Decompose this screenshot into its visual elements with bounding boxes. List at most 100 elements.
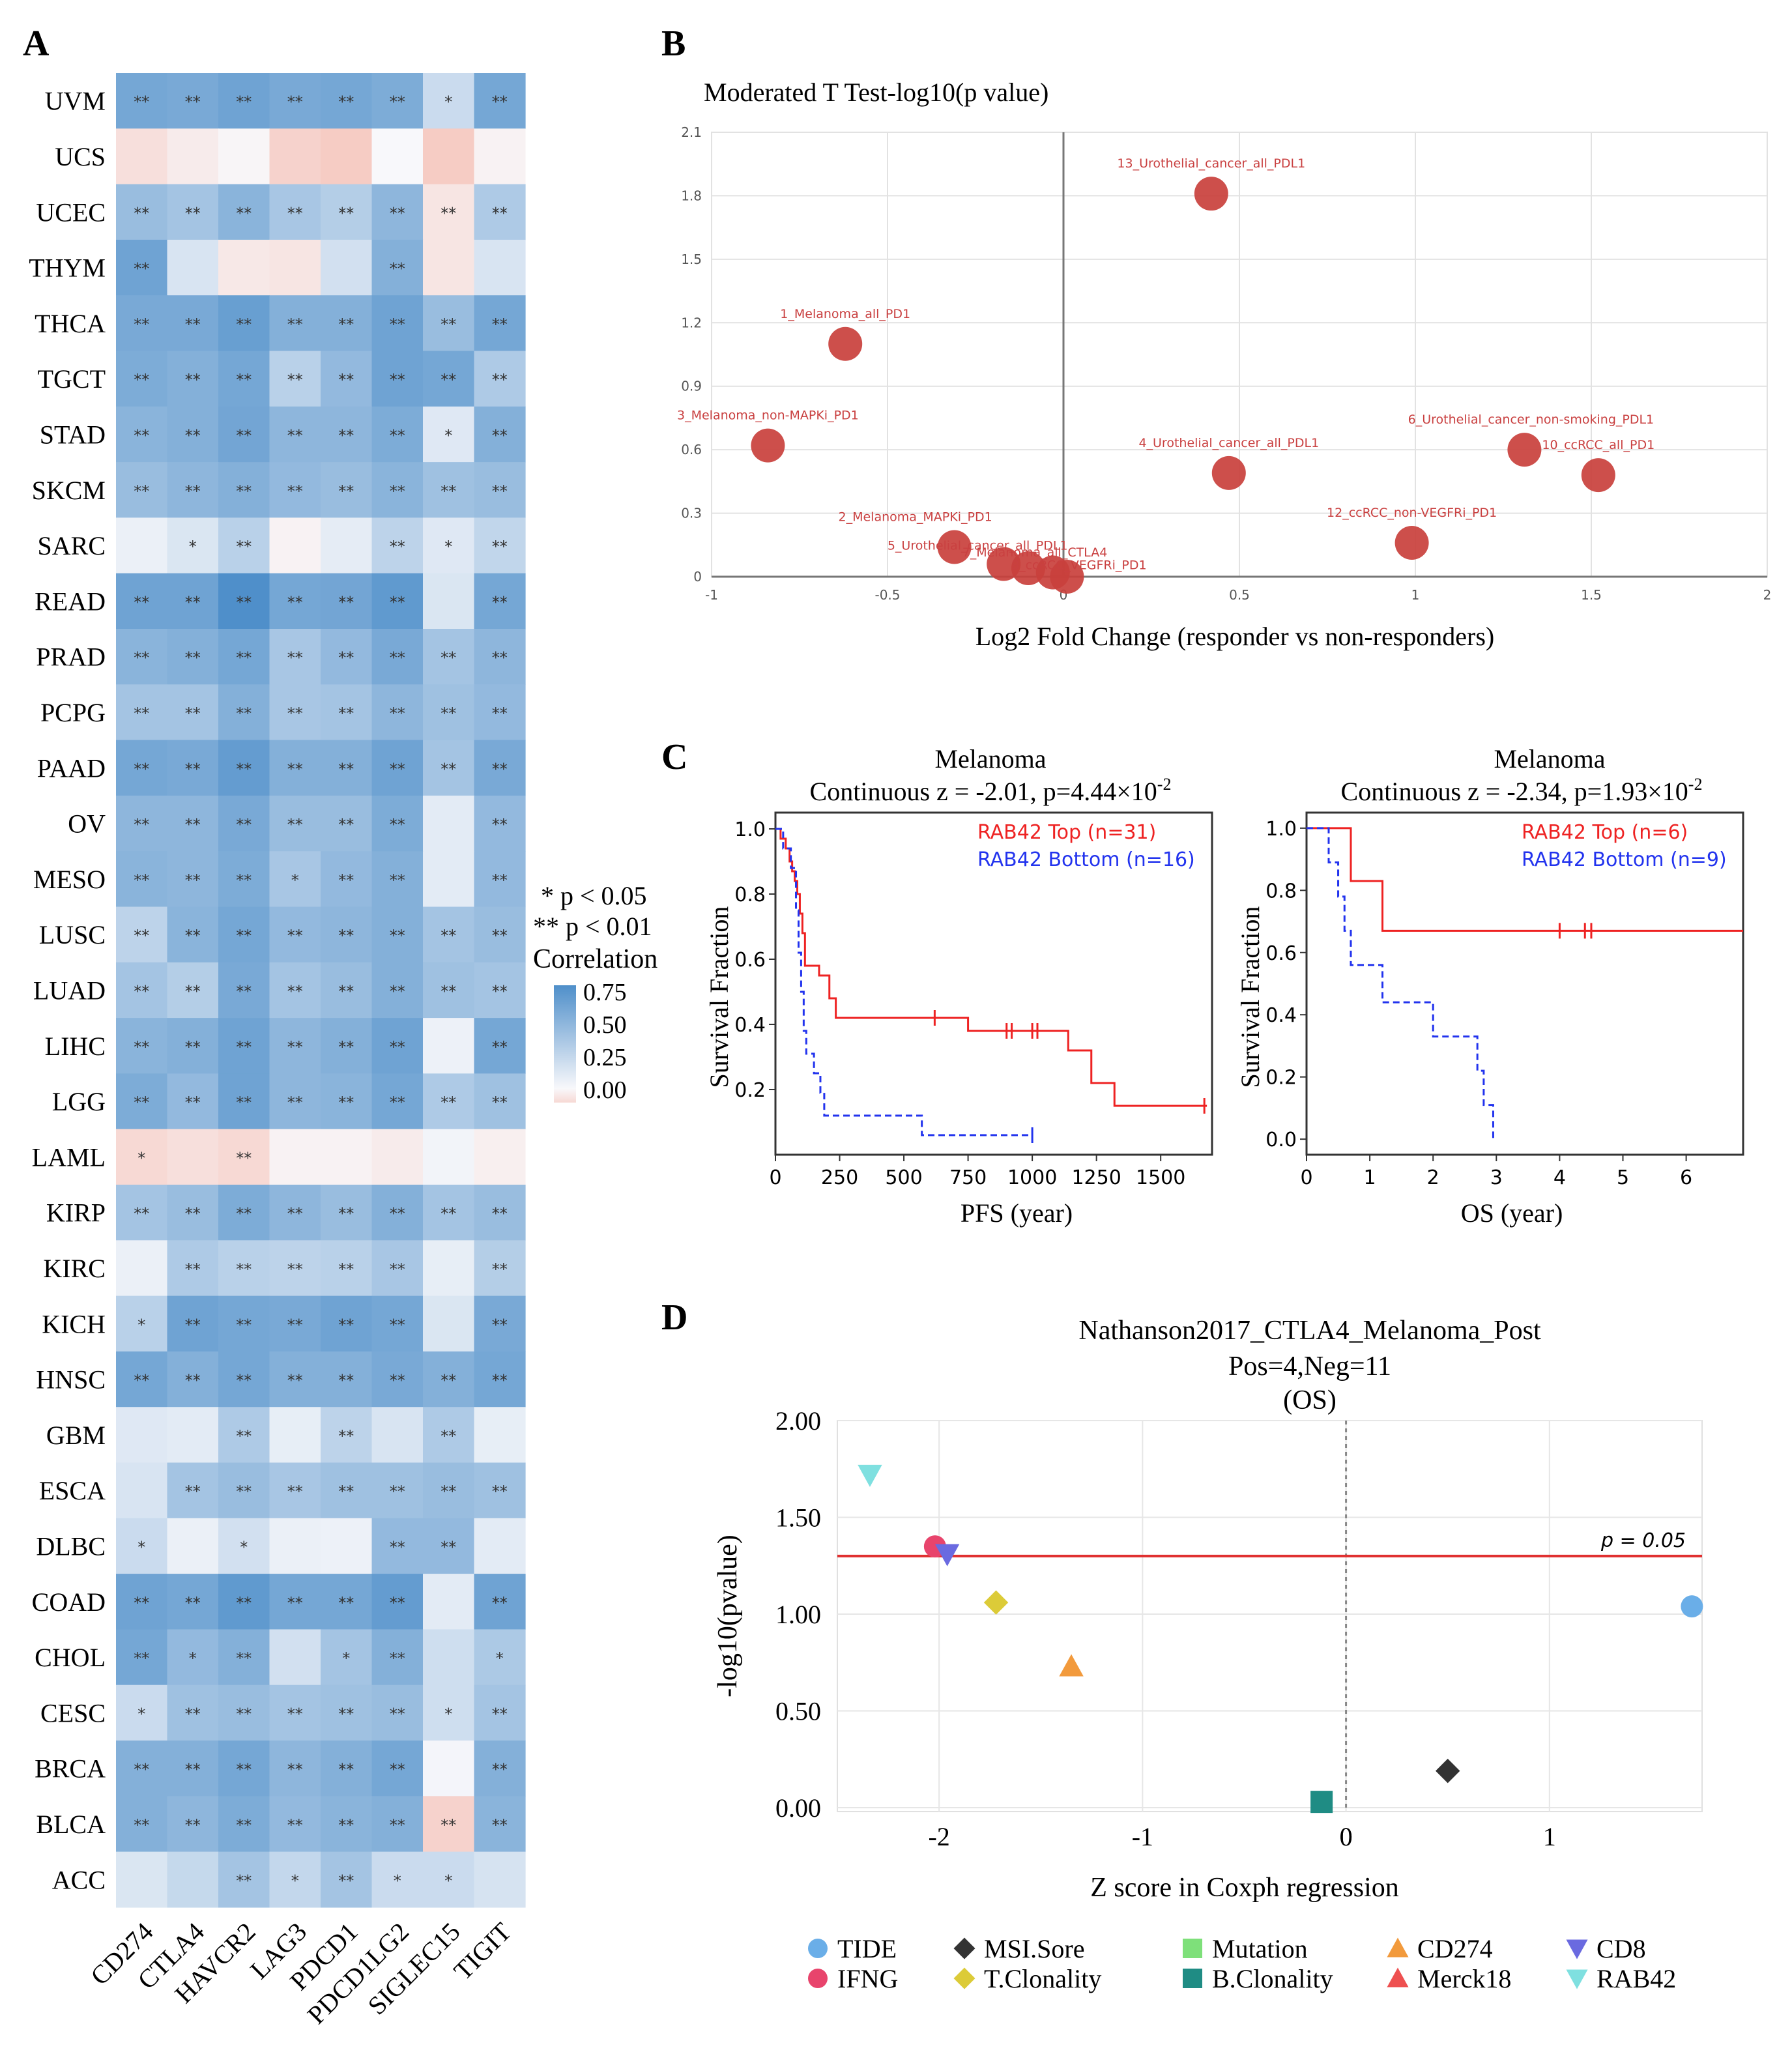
heatmap-cell [269, 1796, 321, 1853]
d-subtitle: Pos=4,Neg=11 [1228, 1352, 1391, 1381]
data-point [1211, 455, 1246, 490]
significance-mark: ** [441, 982, 456, 1000]
significance-mark: ** [338, 482, 354, 500]
significance-mark: * [342, 1649, 350, 1668]
significance-mark: ** [390, 315, 405, 334]
heatmap-cell [371, 906, 424, 963]
significance-mark: ** [338, 1594, 354, 1612]
heatmap-cell [474, 1684, 526, 1741]
heatmap-cell [167, 906, 219, 963]
significance-mark: ** [236, 1649, 252, 1668]
significance-mark: ** [236, 1705, 252, 1723]
point-label: 3_Melanoma_non-MAPKi_PD1 [677, 409, 859, 423]
heatmap-cell [423, 851, 475, 908]
heatmap-cell [474, 517, 526, 574]
heatmap-cell [167, 1462, 219, 1519]
heatmap-cell [371, 295, 424, 352]
heatmap-cell [423, 406, 475, 463]
row-label: BLCA [36, 1810, 106, 1839]
heatmap-cell [474, 406, 526, 463]
heatmap-cell [218, 239, 270, 296]
point-label: 7_Melanoma_all_CTLA4 [962, 545, 1108, 560]
heatmap-cell [269, 1073, 321, 1130]
panel-letter-a: A [23, 23, 50, 64]
colorbar-tick: 0.25 [583, 1044, 627, 1071]
heatmap-cell [167, 740, 219, 796]
heatmap-cell [269, 406, 321, 463]
significance-mark: * [291, 871, 299, 889]
heatmap-cell [269, 1295, 321, 1352]
heatmap-cell [218, 1185, 270, 1241]
significance-mark: ** [492, 1482, 508, 1501]
threshold-label: p = 0.05 [1600, 1529, 1686, 1552]
heatmap-cell [423, 73, 475, 129]
significance-mark: ** [185, 816, 201, 834]
heatmap-cell [474, 906, 526, 963]
significance-mark: ** [338, 1260, 354, 1279]
heatmap-cell [218, 795, 270, 852]
significance-mark: ** [287, 1205, 303, 1223]
heatmap-cell [116, 1851, 168, 1908]
heatmap-cell [321, 1018, 373, 1074]
heatmap-cell [269, 1018, 321, 1074]
significance-mark: ** [338, 1372, 354, 1390]
heatmap-cell [167, 1851, 219, 1908]
significance-mark: ** [185, 1705, 201, 1723]
significance-mark: ** [492, 1038, 508, 1056]
data-point [828, 326, 863, 361]
km2-title: Melanoma [1494, 744, 1605, 773]
heatmap-cell [116, 295, 168, 352]
heatmap-cell [218, 1407, 270, 1464]
heatmap-cell [167, 962, 219, 1019]
heatmap-cell [167, 73, 219, 129]
data-point [937, 530, 972, 564]
significance-mark: ** [236, 1872, 252, 1890]
heatmap-cell [321, 517, 373, 574]
heatmap-cell [474, 1129, 526, 1185]
heatmap-cell [269, 962, 321, 1019]
heatmap-cell [116, 517, 168, 574]
significance-mark: ** [441, 1538, 456, 1556]
row-label: THCA [35, 309, 106, 338]
significance-mark: ** [287, 1038, 303, 1056]
heatmap-cell [423, 1684, 475, 1741]
significance-mark: ** [492, 1705, 508, 1723]
significance-mark: ** [134, 315, 149, 334]
significance-mark: ** [390, 1038, 405, 1056]
heatmap-cell [116, 851, 168, 908]
x-tick-label: 750 [949, 1166, 987, 1189]
significance-mark: * [137, 1149, 145, 1167]
heatmap-cell [321, 128, 373, 185]
heatmap-cell [321, 406, 373, 463]
heatmap-cell [423, 740, 475, 796]
significance-mark: ** [185, 1761, 201, 1779]
y-tick-label: 0.3 [681, 506, 702, 521]
y-tick-label: 1.50 [775, 1503, 821, 1533]
significance-mark: ** [492, 816, 508, 834]
significance-mark: ** [236, 1816, 252, 1834]
km1-xlabel: PFS (year) [961, 1198, 1073, 1228]
heatmap-cell [167, 851, 219, 908]
significance-mark: ** [236, 649, 252, 667]
heatmap-cell [423, 295, 475, 352]
d-subtitle2: (OS) [1283, 1385, 1337, 1415]
significance-mark: ** [390, 1705, 405, 1723]
heatmap-cell [218, 684, 270, 741]
y-tick-label: 0.6 [734, 949, 766, 972]
significance-mark: ** [134, 1372, 149, 1390]
heatmap-cell [371, 1073, 424, 1130]
significance-mark: ** [236, 760, 252, 778]
significance-mark: * [189, 1649, 197, 1668]
heatmap-cell [474, 1462, 526, 1519]
heatmap-cell [218, 1240, 270, 1297]
significance-mark: ** [492, 704, 508, 723]
significance-mark: ** [185, 649, 201, 667]
significance-mark: ** [338, 1316, 354, 1334]
km2-subtitle-exp: -2 [1688, 775, 1703, 794]
row-label: TGCT [38, 364, 106, 394]
significance-mark: ** [236, 871, 252, 889]
significance-mark: ** [134, 760, 149, 778]
heatmap-legend: * p < 0.05 ** p < 0.01 Correlation 0.75 0… [533, 881, 658, 1104]
data-point [1194, 177, 1228, 211]
significance-mark: ** [287, 482, 303, 500]
